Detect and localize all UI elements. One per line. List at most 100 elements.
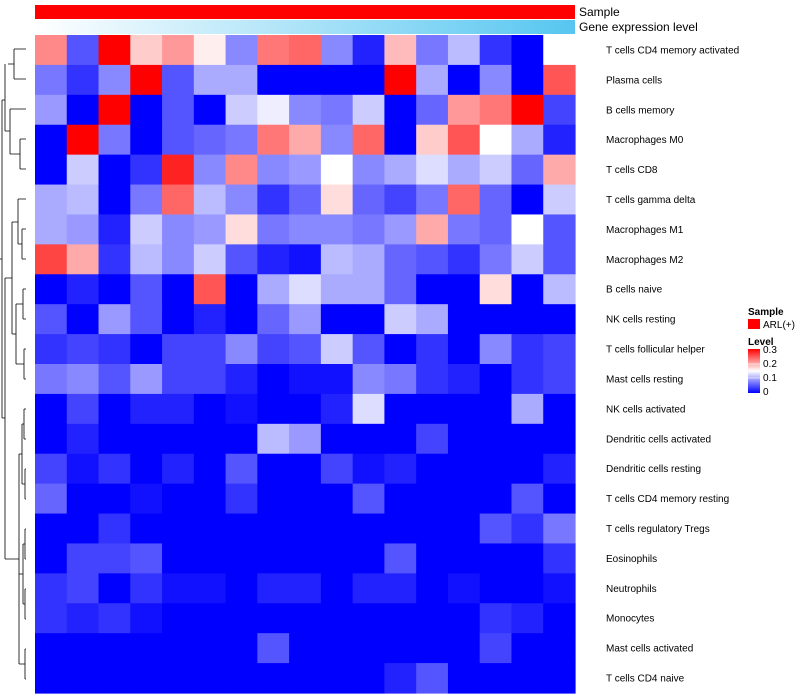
heatmap-cell — [479, 214, 513, 245]
heatmap-cell — [98, 244, 131, 275]
heatmap-cell — [98, 573, 131, 604]
heatmap-cell — [320, 334, 354, 365]
heatmap-cell — [289, 483, 322, 515]
heatmap-cell — [543, 124, 576, 156]
heatmap-cell — [320, 603, 354, 634]
heatmap-cell — [289, 573, 322, 604]
heatmap-cell — [98, 124, 131, 156]
heatmap-cell — [511, 543, 544, 574]
heatmap-cell — [162, 543, 195, 574]
heatmap-cell — [257, 244, 290, 275]
heatmap-cell — [543, 154, 576, 186]
heatmap-cell — [543, 184, 576, 216]
heatmap-cell — [416, 334, 449, 365]
heatmap-cell — [289, 35, 322, 66]
heatmap-cell — [98, 214, 131, 245]
heatmap-cell — [35, 35, 68, 66]
heatmap-cell — [193, 573, 227, 604]
legend-level-title: Level — [748, 337, 774, 348]
heatmap-cell — [130, 483, 163, 515]
row-label: Plasma cells — [606, 75, 662, 86]
heatmap-cell — [162, 513, 195, 545]
heatmap-cell — [130, 214, 163, 245]
heatmap-cell — [35, 184, 68, 216]
heatmap-cell — [289, 184, 322, 216]
heatmap-cell — [479, 184, 513, 216]
heatmap-cell — [511, 393, 544, 425]
heatmap-cell — [447, 35, 481, 66]
heatmap-cell — [162, 214, 195, 245]
heatmap-cell — [130, 573, 163, 604]
heatmap-cell — [416, 663, 449, 694]
heatmap-cell — [447, 244, 481, 275]
heatmap-cell — [352, 274, 386, 305]
heatmap-cell — [416, 364, 449, 395]
heatmap-cell — [225, 64, 258, 96]
heatmap-cell — [35, 94, 68, 126]
heatmap-cell — [35, 154, 68, 186]
heatmap-cell — [479, 364, 513, 395]
heatmap-cell — [416, 603, 449, 634]
heatmap-cell — [130, 543, 163, 574]
heatmap-cell — [225, 393, 258, 425]
heatmap-cell — [511, 154, 544, 186]
heatmap-cell — [162, 483, 195, 515]
heatmap-cell — [162, 663, 195, 694]
row-label: T cells CD8 — [606, 165, 658, 176]
heatmap-cell — [416, 513, 449, 545]
heatmap-cell — [511, 513, 544, 545]
heatmap-cell — [130, 663, 163, 694]
heatmap-cell — [289, 393, 322, 425]
heatmap-cell — [320, 573, 354, 604]
heatmap-cell — [543, 64, 576, 96]
heatmap-cell — [384, 304, 417, 335]
heatmap-cell — [162, 64, 195, 96]
heatmap-cell — [416, 633, 449, 664]
heatmap-cell — [447, 603, 481, 634]
heatmap-cell — [162, 573, 195, 604]
heatmap-cell — [479, 274, 513, 305]
heatmap-cell — [416, 453, 449, 485]
heatmap-cell — [66, 124, 100, 156]
row-label: T cells CD4 memory resting — [606, 494, 729, 505]
row-label: Eosinophils — [606, 554, 657, 565]
heatmap-cell — [479, 124, 513, 156]
heatmap-cell — [447, 513, 481, 545]
heatmap-cell — [447, 214, 481, 245]
heatmap-cell — [352, 513, 386, 545]
heatmap-cells — [35, 35, 576, 694]
heatmap-cell — [257, 214, 290, 245]
heatmap-cell — [543, 423, 576, 455]
heatmap-cell — [162, 154, 195, 186]
heatmap-cell — [193, 35, 227, 66]
heatmap-cell — [479, 543, 513, 574]
heatmap-cell — [162, 274, 195, 305]
heatmap-cell — [289, 244, 322, 275]
heatmap-cell — [66, 214, 100, 245]
heatmap-cell — [479, 453, 513, 485]
heatmap-cell — [225, 274, 258, 305]
heatmap-cell — [543, 334, 576, 365]
heatmap-cell — [543, 35, 576, 66]
heatmap-cell — [352, 35, 386, 66]
heatmap-cell — [479, 513, 513, 545]
heatmap-cell — [479, 663, 513, 694]
heatmap-cell — [98, 663, 131, 694]
heatmap-cell — [257, 603, 290, 634]
heatmap-cell — [225, 543, 258, 574]
heatmap-cell — [320, 124, 354, 156]
heatmap-cell — [257, 453, 290, 485]
heatmap-cell — [320, 423, 354, 455]
heatmap-cell — [447, 423, 481, 455]
heatmap-cell — [511, 35, 544, 66]
heatmap-cell — [447, 393, 481, 425]
heatmap-cell — [35, 423, 68, 455]
heatmap-cell — [98, 64, 131, 96]
sample-annotation-bar — [35, 5, 575, 19]
heatmap-cell — [35, 244, 68, 275]
heatmap-cell — [320, 304, 354, 335]
legend-sample-swatch — [748, 319, 760, 329]
heatmap-cell — [35, 393, 68, 425]
heatmap-cell — [225, 334, 258, 365]
heatmap-cell — [479, 334, 513, 365]
